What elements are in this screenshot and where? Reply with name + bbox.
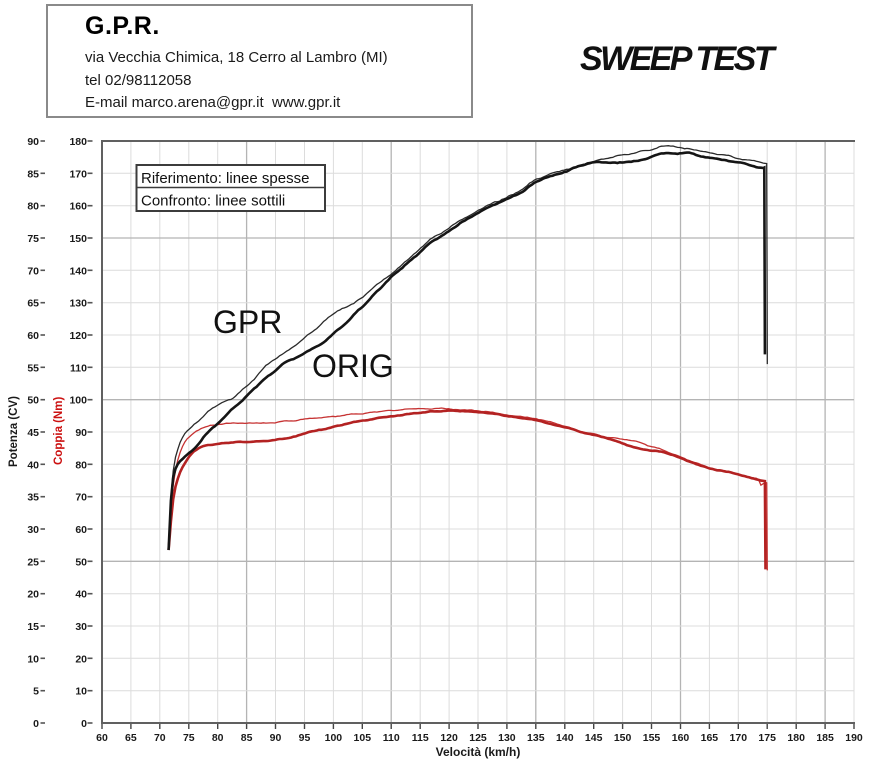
svg-text:10: 10 bbox=[27, 653, 39, 665]
svg-text:190: 190 bbox=[845, 732, 863, 744]
svg-text:165: 165 bbox=[701, 732, 719, 744]
svg-text:135: 135 bbox=[527, 732, 545, 744]
svg-text:Potenza (CV): Potenza (CV) bbox=[8, 396, 20, 467]
svg-text:60: 60 bbox=[27, 330, 39, 342]
svg-text:145: 145 bbox=[585, 732, 603, 744]
svg-text:125: 125 bbox=[469, 732, 487, 744]
svg-text:140: 140 bbox=[69, 265, 87, 277]
svg-text:95: 95 bbox=[299, 732, 311, 744]
svg-text:160: 160 bbox=[672, 732, 690, 744]
svg-text:120: 120 bbox=[69, 330, 87, 342]
svg-text:Confronto: linee sottili: Confronto: linee sottili bbox=[141, 193, 285, 210]
svg-text:80: 80 bbox=[212, 732, 224, 744]
svg-text:75: 75 bbox=[183, 732, 195, 744]
svg-text:Riferimento: linee spesse: Riferimento: linee spesse bbox=[141, 170, 309, 187]
svg-text:150: 150 bbox=[614, 732, 632, 744]
svg-text:140: 140 bbox=[556, 732, 574, 744]
svg-text:155: 155 bbox=[643, 732, 661, 744]
svg-text:75: 75 bbox=[27, 233, 39, 245]
svg-text:80: 80 bbox=[75, 459, 87, 471]
svg-text:15: 15 bbox=[27, 621, 39, 633]
svg-text:50: 50 bbox=[75, 556, 87, 568]
svg-text:70: 70 bbox=[75, 492, 87, 504]
svg-text:130: 130 bbox=[69, 298, 87, 310]
svg-text:110: 110 bbox=[70, 362, 87, 374]
svg-text:175: 175 bbox=[758, 732, 776, 744]
svg-text:GPR: GPR bbox=[213, 304, 282, 340]
svg-text:55: 55 bbox=[27, 362, 39, 374]
svg-text:115: 115 bbox=[412, 732, 429, 744]
svg-text:10: 10 bbox=[75, 686, 87, 698]
svg-text:90: 90 bbox=[75, 427, 87, 439]
svg-text:60: 60 bbox=[96, 732, 108, 744]
svg-text:0: 0 bbox=[81, 718, 87, 730]
svg-text:45: 45 bbox=[27, 427, 39, 439]
svg-text:65: 65 bbox=[125, 732, 137, 744]
svg-text:100: 100 bbox=[325, 732, 343, 744]
svg-text:120: 120 bbox=[440, 732, 458, 744]
svg-text:65: 65 bbox=[27, 298, 39, 310]
svg-text:170: 170 bbox=[730, 732, 748, 744]
svg-text:Coppia (Nm): Coppia (Nm) bbox=[53, 396, 65, 465]
svg-text:Velocità (km/h): Velocità (km/h) bbox=[436, 745, 521, 759]
svg-text:100: 100 bbox=[69, 395, 87, 407]
svg-text:110: 110 bbox=[383, 732, 400, 744]
svg-text:40: 40 bbox=[27, 459, 39, 471]
svg-text:30: 30 bbox=[75, 621, 87, 633]
svg-text:25: 25 bbox=[27, 556, 39, 568]
svg-text:85: 85 bbox=[241, 732, 253, 744]
svg-text:150: 150 bbox=[69, 233, 87, 245]
svg-text:185: 185 bbox=[816, 732, 834, 744]
svg-text:170: 170 bbox=[69, 168, 87, 180]
svg-text:85: 85 bbox=[27, 168, 39, 180]
svg-text:60: 60 bbox=[75, 524, 87, 536]
svg-text:0: 0 bbox=[33, 718, 39, 730]
svg-text:30: 30 bbox=[27, 524, 39, 536]
svg-text:ORIG: ORIG bbox=[312, 348, 394, 384]
svg-text:20: 20 bbox=[75, 653, 87, 665]
svg-text:180: 180 bbox=[787, 732, 805, 744]
svg-text:70: 70 bbox=[27, 265, 39, 277]
svg-text:20: 20 bbox=[27, 589, 39, 601]
svg-text:35: 35 bbox=[27, 492, 39, 504]
svg-text:5: 5 bbox=[33, 686, 39, 698]
svg-text:130: 130 bbox=[498, 732, 516, 744]
svg-text:105: 105 bbox=[354, 732, 372, 744]
svg-text:50: 50 bbox=[27, 395, 39, 407]
svg-text:160: 160 bbox=[69, 201, 87, 213]
svg-text:90: 90 bbox=[270, 732, 282, 744]
svg-text:180: 180 bbox=[69, 136, 87, 148]
svg-text:40: 40 bbox=[75, 589, 87, 601]
svg-text:70: 70 bbox=[154, 732, 166, 744]
svg-text:80: 80 bbox=[27, 201, 39, 213]
svg-text:90: 90 bbox=[27, 136, 39, 148]
